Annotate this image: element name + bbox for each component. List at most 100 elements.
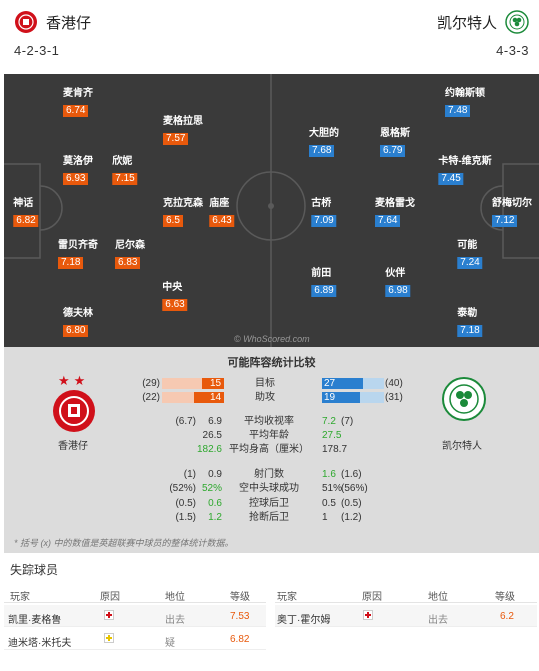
home-stat-value: 26.5 (202, 430, 222, 441)
home-bar-value: 15 (210, 378, 222, 389)
home-player[interactable]: 中央 6.63 (162, 282, 188, 312)
missing-table-header: 玩家 原因 地位 等级 (275, 583, 537, 603)
away-team-name[interactable]: 凯尔特人 (436, 14, 497, 32)
home-player[interactable]: 克拉克森 6.5 (163, 198, 203, 228)
home-stat-rank: (1.5) (175, 512, 196, 523)
player-rating: 7.09 (311, 215, 337, 227)
away-team-header: 凯尔特人 4-3-3 (437, 10, 529, 58)
away-stat-value: 27.5 (322, 430, 342, 441)
player-rating: 7.48 (445, 105, 471, 117)
home-player-goalkeeper[interactable]: 神话 6.82 (13, 198, 39, 228)
away-stat-rank: (31) (385, 392, 403, 403)
player-rating: 7.57 (163, 133, 189, 145)
stat-label: 目标 (255, 378, 275, 389)
home-player[interactable]: 德夫林 6.80 (63, 308, 93, 338)
home-team-header: 香港仔 4-2-3-1 (14, 10, 91, 58)
col-status: 地位 (428, 592, 448, 603)
missing-status: 出去 (428, 615, 448, 626)
home-stat-value: 52% (201, 483, 222, 494)
away-player[interactable]: 可能 7.24 (457, 240, 483, 270)
missing-player-name[interactable]: 奥丁·霍尔姆 (277, 615, 331, 626)
away-player[interactable]: 恩格斯 6.79 (380, 128, 410, 158)
home-stat-rank: (6.7) (175, 416, 196, 427)
home-team-name[interactable]: 香港仔 (46, 14, 92, 32)
stat-label: 射门数 (254, 469, 284, 480)
away-player[interactable]: 古桥 7.09 (311, 198, 337, 228)
missing-rating: 6.82 (230, 634, 250, 645)
player-name: 雷贝齐奇 (58, 240, 98, 251)
player-name: 克拉克森 (163, 198, 203, 209)
away-stat-value: 178.7 (322, 444, 348, 455)
stat-row: (6.7) 6.9 平均收视率 7.2 (7) (4, 415, 539, 428)
away-player[interactable]: 伙伴 6.98 (385, 268, 411, 298)
player-name: 可能 (457, 240, 478, 251)
away-stat-value: 1.6 (322, 469, 336, 480)
home-player[interactable]: 欣妮 7.15 (112, 156, 138, 186)
table-row[interactable]: 凯里·麦格鲁 出去 7.53 (4, 605, 266, 627)
col-reason: 原因 (100, 592, 120, 603)
home-stat-rank: (1) (183, 469, 196, 480)
player-rating: 6.79 (380, 145, 406, 157)
player-name: 德夫林 (63, 308, 93, 319)
pitch-lines (4, 74, 539, 347)
player-rating: 7.68 (309, 145, 335, 157)
stat-label: 平均身高（厘米） (229, 444, 309, 455)
home-bar-value: 14 (210, 392, 222, 403)
player-rating: 6.82 (13, 215, 39, 227)
missing-player-name[interactable]: 迪米塔·米托夫 (8, 638, 72, 649)
col-rating: 等级 (495, 592, 515, 603)
home-player[interactable]: 麦肯齐 6.74 (63, 88, 93, 118)
col-player: 玩家 (277, 592, 297, 603)
player-rating: 7.45 (438, 173, 464, 185)
missing-table-header: 玩家 原因 地位 等级 (4, 583, 266, 603)
injury-icon (104, 610, 114, 620)
away-stat-rank: (1.6) (341, 469, 362, 480)
missing-status: 疑 (165, 638, 175, 649)
missing-rating: 6.2 (500, 611, 514, 622)
team-header: 香港仔 4-2-3-1 凯尔特人 4-3-3 (0, 0, 539, 74)
table-row[interactable]: 奥丁·霍尔姆 出去 6.2 (275, 605, 537, 627)
home-player[interactable]: 麦格拉思 7.57 (163, 116, 203, 146)
away-player[interactable]: 卡特-维克斯 7.45 (438, 156, 492, 186)
home-stat-rank: (52%) (169, 483, 196, 494)
home-player[interactable]: 庙座 6.43 (209, 198, 235, 228)
away-player[interactable]: 泰勒 7.18 (457, 308, 483, 338)
championship-stars-icon: ★★ (58, 373, 90, 388)
stat-label: 空中头球成功 (239, 483, 299, 494)
away-player[interactable]: 大胆的 7.68 (309, 128, 339, 158)
away-player[interactable]: 前田 6.89 (311, 268, 337, 298)
stat-label: 平均年龄 (249, 430, 289, 441)
home-stat-value: 0.9 (208, 469, 222, 480)
away-stat-rank: (40) (385, 378, 403, 389)
player-name: 欣妮 (112, 156, 133, 167)
player-name: 泰勒 (457, 308, 478, 319)
col-player: 玩家 (10, 592, 30, 603)
player-rating: 6.89 (311, 285, 337, 297)
lineup-comparison: 可能阵容统计比较 ★★ 香港仔 凯尔特人 (29) 15 目标 27 (40) (22) 1… (4, 347, 539, 553)
away-formation: 4-3-3 (496, 43, 529, 58)
away-player[interactable]: 约翰斯顿 7.48 (445, 88, 485, 118)
away-player-goalkeeper[interactable]: 舒梅切尔 7.12 (492, 198, 532, 228)
home-stat-value: 182.6 (196, 444, 222, 455)
player-rating: 6.43 (209, 215, 235, 227)
player-name: 古桥 (311, 198, 332, 209)
home-player[interactable]: 尼尔森 6.83 (115, 240, 145, 270)
home-player[interactable]: 莫洛伊 6.93 (63, 156, 93, 186)
away-stat-rank: (0.5) (341, 498, 362, 509)
away-bar-fill (322, 392, 360, 403)
home-team-label: 香港仔 (58, 441, 88, 452)
away-stat-value: 7.2 (322, 416, 336, 427)
player-rating: 7.12 (492, 215, 518, 227)
away-player[interactable]: 麦格雷戈 7.64 (375, 198, 415, 228)
player-rating: 6.93 (63, 173, 89, 185)
away-stat-rank: (7) (341, 416, 354, 427)
stat-label: 平均收视率 (244, 416, 294, 427)
missing-player-name[interactable]: 凯里·麦格鲁 (8, 615, 62, 626)
stat-row: 26.5 平均年龄 27.5 (4, 429, 539, 442)
home-bar-track (162, 392, 224, 403)
home-stat-rank: (0.5) (175, 498, 196, 509)
stat-row: (0.5) 0.6 控球后卫 0.5 (0.5) (4, 497, 539, 510)
home-player[interactable]: 雷贝齐奇 7.18 (58, 240, 98, 270)
table-row[interactable]: 迪米塔·米托夫 疑 6.82 (4, 628, 266, 650)
player-name: 伙伴 (385, 268, 406, 279)
